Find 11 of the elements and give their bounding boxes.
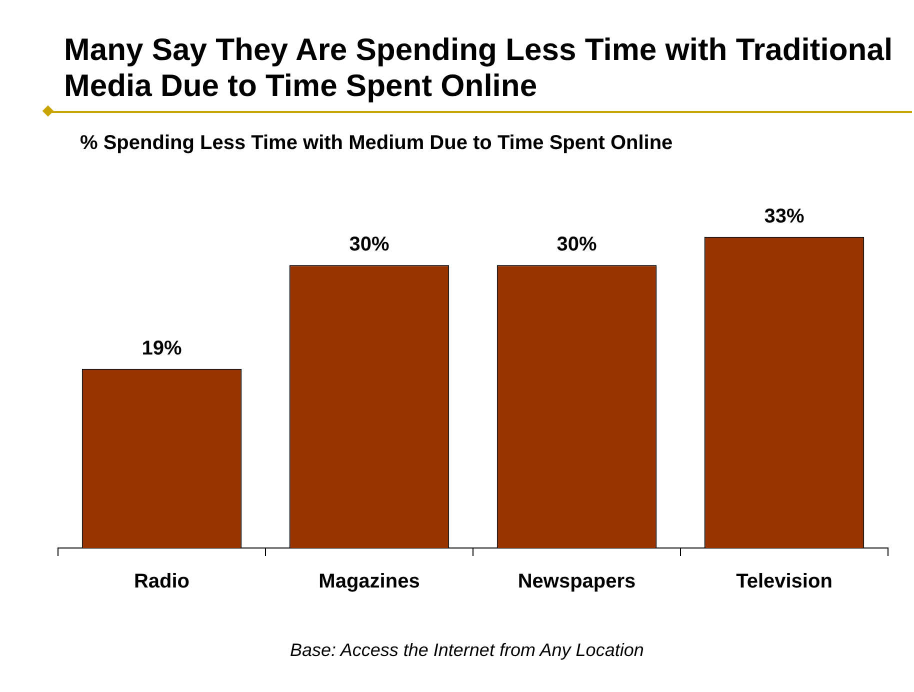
x-tick-label: Magazines bbox=[318, 570, 420, 593]
data-label: 19% bbox=[142, 337, 182, 360]
data-label: 30% bbox=[349, 234, 390, 256]
data-label: 33% bbox=[764, 205, 804, 228]
x-tick-label: Newspapers bbox=[518, 570, 636, 593]
data-label: 30% bbox=[556, 234, 597, 256]
x-tick-label: Radio bbox=[134, 570, 190, 593]
chart-title: Many Say They Are Spending Less Time with Traditional Media Due to Time Spent Online bbox=[64, 32, 894, 104]
chart-subtitle: % Spending Less Time with Medium Due to Time Spent Online bbox=[80, 132, 673, 155]
text: Base: Access the Internet from Any Location bbox=[290, 640, 644, 661]
x-tick-label: Television bbox=[736, 570, 832, 593]
